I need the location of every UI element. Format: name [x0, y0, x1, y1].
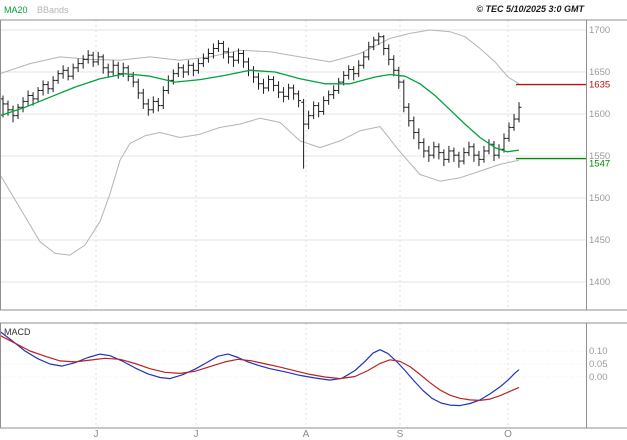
ma20-polyline: [0, 69, 520, 153]
support-line-label: 1547: [589, 159, 610, 170]
ma20-line: [0, 69, 520, 153]
level-lines: 1635 1547: [516, 80, 610, 170]
price-bars: [0, 32, 522, 169]
axis-labels: 1700 1650 1600 1550 1500 1450 1400 J J A S O 0.10 0.0…: [94, 25, 611, 440]
resistance-line-label: 1635: [589, 80, 610, 91]
month-label: A: [303, 429, 310, 440]
month-label: J: [94, 429, 99, 440]
price-axis-label: 1700: [589, 25, 610, 36]
month-label: J: [194, 429, 199, 440]
month-label: O: [504, 429, 512, 440]
price-axis-label: 1450: [589, 235, 610, 246]
macd-panel-label: MACD: [4, 327, 31, 337]
bollinger-upper-line: [0, 29, 520, 85]
panel-borders: [0, 19, 627, 429]
price-axis-label: 1550: [589, 151, 610, 162]
price-axis-label: 1600: [589, 109, 610, 120]
macd-signal-polyline: [0, 334, 520, 401]
bollinger-bands: [0, 29, 520, 256]
price-axis-label: 1650: [589, 67, 610, 78]
macd-indicator: [0, 331, 520, 407]
price-axis-label: 1400: [589, 277, 610, 288]
gridlines: [0, 20, 586, 428]
price-axis-label: 1500: [589, 193, 610, 204]
macd-axis-label: 0.00: [589, 372, 608, 383]
legend-bbands-label: BBands: [37, 5, 69, 15]
legend-ma20-label: MA20: [4, 5, 28, 15]
month-label: S: [397, 429, 404, 440]
copyright-text: © TEC 5/10/2025 3:0 GMT: [476, 4, 585, 14]
bollinger-lower-line: [0, 117, 520, 256]
macd-polyline: [0, 331, 520, 407]
macd-axis-label: 0.10: [589, 346, 608, 357]
macd-axis-label: 0.05: [589, 359, 608, 370]
